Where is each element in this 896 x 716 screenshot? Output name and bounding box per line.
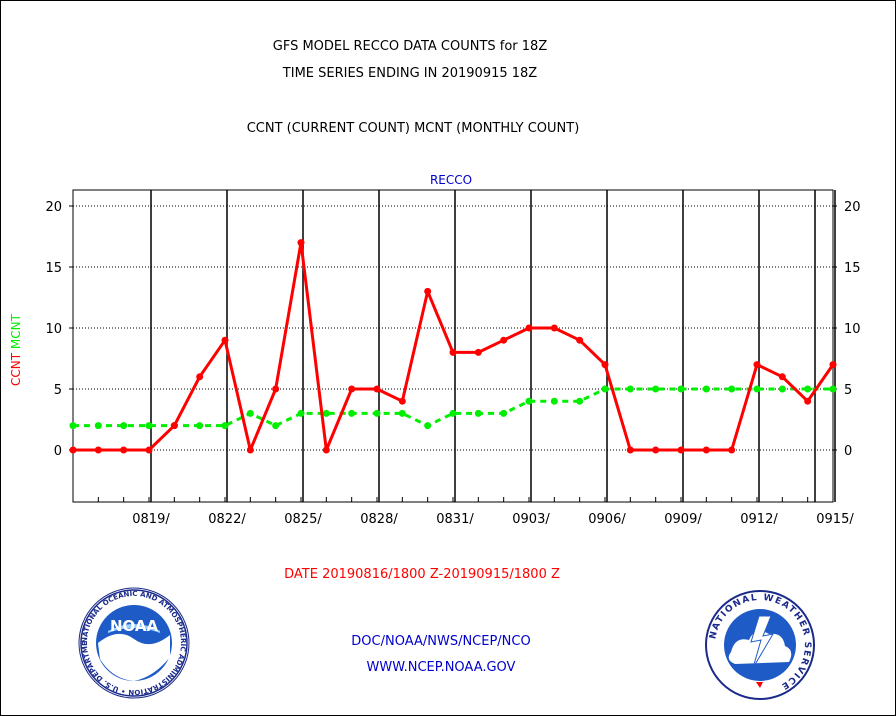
point-ccnt (474, 348, 482, 356)
x-tick-label: 0915/ (816, 512, 854, 527)
y-axis-label: CCNT MCNT (9, 313, 23, 386)
point-ccnt (702, 446, 710, 454)
x-tick-label: 0822/ (208, 512, 246, 527)
point-mcnt (94, 422, 102, 430)
noaa-logo: NATIONAL OCEANIC AND ATMOSPHERIC ADMINIS… (78, 587, 190, 699)
point-ccnt (120, 446, 128, 454)
y-tick-label-left: 0 (54, 444, 62, 459)
point-ccnt (778, 373, 786, 381)
plot-frame (72, 189, 834, 503)
point-ccnt (652, 446, 660, 454)
x-tick-label: 0903/ (512, 512, 550, 527)
point-ccnt (728, 446, 736, 454)
point-mcnt (728, 385, 736, 393)
point-ccnt (322, 446, 330, 454)
plot-title: RECCO (430, 173, 472, 187)
point-mcnt (576, 397, 584, 405)
point-ccnt (221, 336, 229, 344)
point-ccnt (170, 422, 178, 430)
chart-subtitle: CCNT (CURRENT COUNT) MCNT (MONTHLY COUNT… (246, 121, 580, 136)
point-mcnt (601, 385, 609, 393)
nws-logo: NATIONAL WEATHER SERVICE (705, 590, 815, 700)
chart-title-line1: GFS MODEL RECCO DATA COUNTS for 18Z (272, 39, 548, 54)
point-mcnt (500, 409, 508, 417)
point-ccnt (196, 373, 204, 381)
point-mcnt (804, 385, 812, 393)
point-ccnt (753, 361, 761, 369)
point-mcnt (297, 409, 305, 417)
point-ccnt (297, 239, 305, 247)
point-mcnt (120, 422, 128, 430)
point-ccnt (601, 361, 609, 369)
point-ccnt (94, 446, 102, 454)
x-tick-label: 0831/ (436, 512, 474, 527)
point-mcnt (145, 422, 153, 430)
point-mcnt (778, 385, 786, 393)
x-tick-label: 0828/ (360, 512, 398, 527)
x-tick-label: 0912/ (740, 512, 778, 527)
point-mcnt (449, 409, 457, 417)
y-axis-label-ccnt: CCNT (9, 349, 23, 386)
point-mcnt (652, 385, 660, 393)
point-ccnt (804, 397, 812, 405)
y-tick-label-right: 15 (844, 261, 861, 276)
point-mcnt (348, 409, 356, 417)
point-ccnt (500, 336, 508, 344)
point-ccnt (829, 361, 837, 369)
point-mcnt (246, 409, 254, 417)
point-ccnt (272, 385, 280, 393)
x-tick-label: 0909/ (664, 512, 702, 527)
footer-url-line: WWW.NCEP.NOAA.GOV (366, 660, 516, 675)
y-tick-label-left: 5 (54, 383, 62, 398)
point-ccnt (576, 336, 584, 344)
point-mcnt (196, 422, 204, 430)
x-tick-label: 0819/ (132, 512, 170, 527)
y-tick-label-right: 0 (844, 444, 852, 459)
point-mcnt (677, 385, 685, 393)
point-mcnt (272, 422, 280, 430)
x-tick-label: 0906/ (588, 512, 626, 527)
chart-title-line2: TIME SERIES ENDING IN 20190915 18Z (282, 66, 538, 81)
y-tick-label-right: 5 (844, 383, 852, 398)
y-tick-label-left: 15 (45, 261, 62, 276)
point-mcnt (322, 409, 330, 417)
point-mcnt (221, 422, 229, 430)
point-ccnt (145, 446, 153, 454)
x-tick-label: 0825/ (284, 512, 322, 527)
point-mcnt (69, 422, 77, 430)
point-mcnt (424, 422, 432, 430)
point-mcnt (753, 385, 761, 393)
point-mcnt (626, 385, 634, 393)
point-mcnt (829, 385, 837, 393)
point-ccnt (449, 348, 457, 356)
point-ccnt (424, 287, 432, 295)
point-mcnt (525, 397, 533, 405)
point-ccnt (550, 324, 558, 332)
point-ccnt (348, 385, 356, 393)
y-tick-label-left: 20 (45, 200, 62, 215)
point-mcnt (474, 409, 482, 417)
series-line-mcnt (73, 387, 833, 428)
footer-org-line: DOC/NOAA/NWS/NCEP/NCO (351, 634, 531, 649)
point-ccnt (525, 324, 533, 332)
point-ccnt (626, 446, 634, 454)
point-ccnt (373, 385, 381, 393)
x-axis-date-range: DATE 20190816/1800 Z-20190915/1800 Z (284, 567, 560, 582)
point-ccnt (246, 446, 254, 454)
point-mcnt (373, 409, 381, 417)
point-mcnt (702, 385, 710, 393)
y-tick-label-right: 10 (844, 322, 861, 337)
point-ccnt (677, 446, 685, 454)
y-axis-label-mcnt: MCNT (9, 313, 23, 349)
point-mcnt (550, 397, 558, 405)
y-tick-label-right: 20 (844, 200, 861, 215)
series-line-ccnt (73, 241, 835, 452)
point-mcnt (398, 409, 406, 417)
noaa-logo-text: NOAA (110, 617, 159, 635)
y-tick-label-left: 10 (45, 322, 62, 337)
point-ccnt (398, 397, 406, 405)
point-ccnt (69, 446, 77, 454)
